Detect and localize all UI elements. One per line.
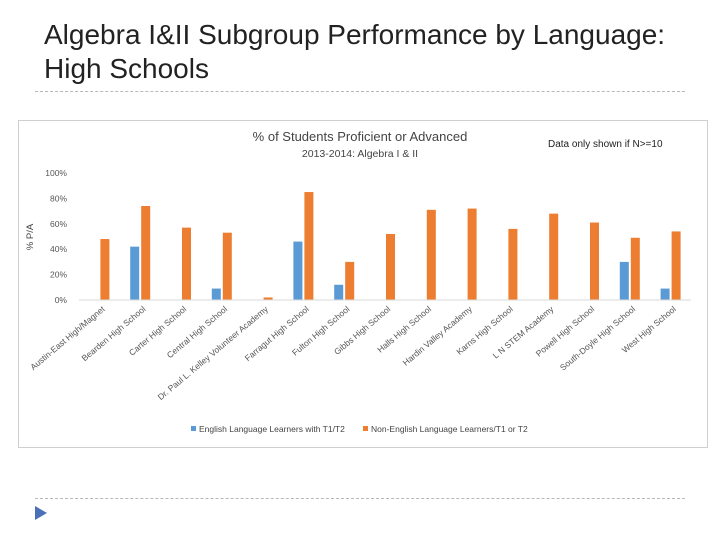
bar-non-ell: [263, 297, 273, 300]
x-tick-label: Hardin Valley Academy: [401, 303, 475, 367]
x-tick-label: Austin-East High/Magnet: [28, 303, 107, 372]
bar-ell: [211, 288, 221, 300]
bar-ell: [130, 246, 140, 300]
data-note: Data only shown if N>=10: [548, 139, 663, 150]
bar-non-ell: [345, 261, 355, 300]
slide-title: Algebra I&II Subgroup Performance by Lan…: [44, 19, 666, 84]
y-tick-label: 60%: [50, 219, 67, 229]
y-tick-label: 0%: [55, 295, 68, 305]
legend: English Language Learners with T1/T2 Non-…: [191, 424, 528, 434]
chart: % of Students Proficient or Advanced 201…: [18, 120, 708, 448]
bar-non-ell: [222, 232, 232, 300]
bars: [100, 192, 681, 300]
bar-non-ell: [304, 192, 314, 300]
chart-canvas: % of Students Proficient or Advanced 201…: [25, 129, 691, 434]
chart-title: % of Students Proficient or Advanced: [253, 129, 468, 144]
y-axis-ticks: 0% 20% 40% 60% 80% 100%: [45, 168, 67, 305]
bar-ell: [660, 288, 670, 300]
bar-ell: [334, 284, 344, 300]
bar-non-ell: [630, 237, 640, 300]
bar-non-ell: [386, 233, 395, 300]
y-tick-label: 80%: [50, 193, 67, 203]
footer-divider: [35, 498, 685, 499]
legend-swatch: [191, 426, 196, 431]
y-tick-label: 100%: [45, 168, 67, 178]
bar-non-ell: [467, 208, 477, 300]
bar-non-ell: [590, 222, 599, 300]
bar-ell: [619, 261, 629, 300]
y-tick-label: 20%: [50, 270, 67, 280]
legend-label: Non-English Language Learners/T1 or T2: [371, 424, 528, 434]
bar-non-ell: [100, 239, 110, 300]
bar-non-ell: [426, 209, 436, 300]
chart-subtitle: 2013-2014: Algebra I & II: [302, 148, 418, 160]
legend-swatch: [363, 426, 368, 431]
y-tick-label: 40%: [50, 244, 67, 254]
bar-non-ell: [141, 206, 151, 300]
bar-ell: [293, 241, 303, 300]
y-axis-label: % P/A: [25, 223, 36, 250]
title-divider: [35, 91, 685, 92]
legend-label: English Language Learners with T1/T2: [199, 424, 345, 434]
bar-non-ell: [671, 231, 681, 300]
flag-arrow-icon[interactable]: [34, 505, 48, 521]
x-tick-label: South-Doyle High School: [558, 304, 637, 373]
bar-non-ell: [549, 213, 559, 300]
bar-non-ell: [508, 228, 518, 300]
bar-non-ell: [182, 227, 191, 300]
